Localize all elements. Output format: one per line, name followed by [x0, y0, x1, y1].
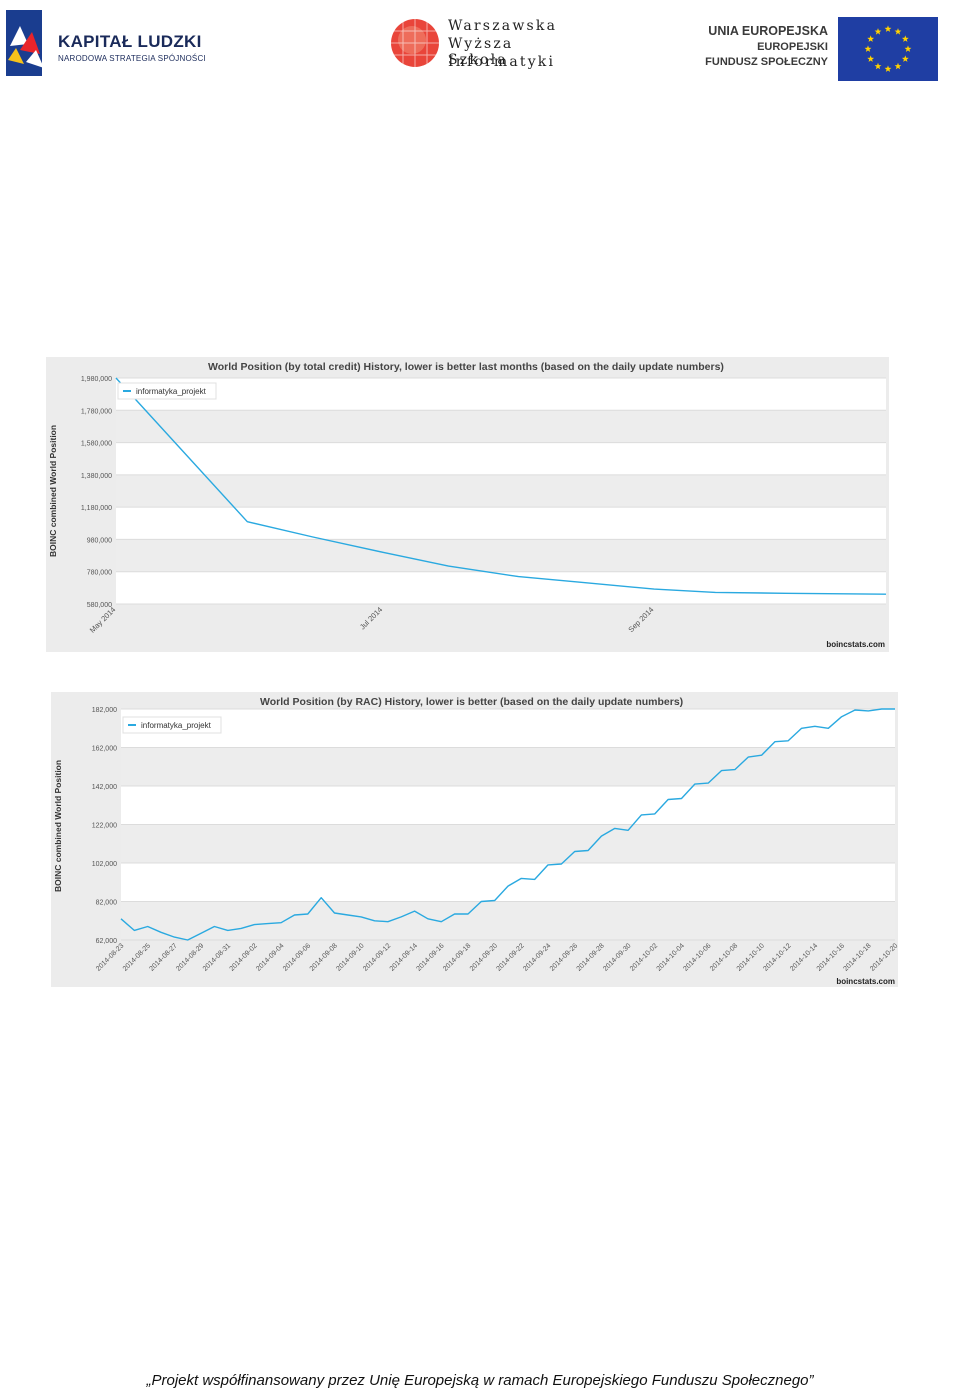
chart-total-credit: 1,980,000 1,780,000 1,580,000 1,380,000 1,18… — [81, 376, 887, 635]
legend-label: informatyka_projekt — [136, 387, 207, 396]
legend-box — [117, 382, 217, 400]
eu-star-icon — [901, 35, 909, 42]
eu-flag-icon — [838, 17, 938, 81]
grid-band — [121, 824, 895, 863]
y-tick-label: 162,000 — [92, 746, 117, 753]
kapital-ludzki-logo: KAPITAŁ LUDZKI NARODOWA STRATEGIA SPÓJNO… — [6, 10, 206, 80]
chart-rac: 182,000 162,000 142,000 122,000 102,000 82,00… — [92, 707, 898, 973]
y-tick-label: 82,000 — [96, 900, 118, 907]
y-tick-label: 1,180,000 — [81, 505, 112, 512]
eu-logo: UNIA EUROPEJSKA EUROPEJSKI FUNDUSZ SPOŁE… — [690, 16, 940, 82]
eu-star-icon — [864, 45, 872, 52]
legend: informatyka_projekt — [117, 382, 217, 400]
kapital-ludzki-emblem — [6, 10, 44, 76]
eu-star-icon — [874, 28, 882, 35]
eu-star-icon — [867, 55, 875, 62]
wwsi-logo: Warszawska Wyższa Szkoła Informatyki — [390, 16, 580, 76]
eu-line-2: EUROPEJSKI — [757, 41, 828, 53]
y-tick-label: 142,000 — [92, 784, 117, 791]
eu-star-icon — [867, 35, 875, 42]
y-tick-label: 182,000 — [92, 707, 117, 714]
legend-box — [122, 716, 222, 734]
chart-credit: boincstats.com — [836, 977, 895, 986]
eu-star-icon — [894, 62, 902, 70]
eu-star-icon — [894, 28, 902, 35]
chart-total-credit-panel: World Position (by total credit) History… — [46, 357, 889, 652]
wwsi-line-1: Warszawska — [448, 18, 558, 34]
grid-band — [116, 410, 886, 443]
eu-star-icon — [874, 62, 882, 70]
series-line — [115, 377, 887, 595]
y-tick-label: 62,000 — [96, 938, 118, 945]
y-tick-label: 780,000 — [87, 570, 112, 577]
legend-label: informatyka_projekt — [141, 721, 212, 730]
y-tick-label: 980,000 — [87, 537, 112, 544]
y-tick-label: 580,000 — [87, 602, 112, 609]
wwsi-line-3: Informatyki — [448, 54, 556, 70]
y-tick-label: 102,000 — [92, 861, 117, 868]
x-tick-label: Sep 2014 — [626, 605, 655, 634]
eu-star-icon — [904, 45, 912, 52]
wwsi-line-2: Wyższa Szkoła — [448, 36, 514, 68]
legend: informatyka_projekt — [122, 716, 222, 734]
chart-rac-panel: World Position (by RAC) History, lower i… — [51, 692, 898, 987]
grid-band — [116, 474, 886, 508]
kapital-ludzki-subtitle: NARODOWA STRATEGIA SPÓJNOŚCI — [58, 54, 206, 63]
kapital-ludzki-title: KAPITAŁ LUDZKI — [58, 32, 202, 51]
grid-band — [116, 539, 886, 572]
x-tick-label: 2014-10-20 — [869, 942, 898, 972]
eu-star-icon — [884, 65, 892, 72]
series-line — [120, 708, 895, 941]
y-tick-label: 1,580,000 — [81, 441, 112, 448]
wwsi-emblem — [391, 19, 439, 67]
eu-star-icon — [884, 25, 892, 32]
grid-band — [121, 901, 895, 940]
y-tick-label: 122,000 — [92, 823, 117, 830]
eu-line-1: UNIA EUROPEJSKA — [708, 24, 828, 38]
x-tick-label: May 2014 — [88, 605, 118, 635]
eu-line-3: FUNDUSZ SPOŁECZNY — [705, 56, 828, 68]
y-tick-label: 1,780,000 — [81, 408, 112, 415]
chart-title: World Position (by total credit) History… — [208, 361, 724, 373]
y-tick-label: 1,380,000 — [81, 473, 112, 480]
grid-band — [121, 747, 895, 786]
chart-credit: boincstats.com — [826, 640, 885, 649]
eu-star-icon — [901, 55, 909, 62]
chart-title: World Position (by RAC) History, lower i… — [260, 696, 684, 708]
footer-note: „Projekt współfinansowany przez Unię Eur… — [146, 1372, 814, 1389]
x-tick-label: Jul 2014 — [358, 605, 384, 631]
y-tick-label: 1,980,000 — [81, 376, 112, 383]
